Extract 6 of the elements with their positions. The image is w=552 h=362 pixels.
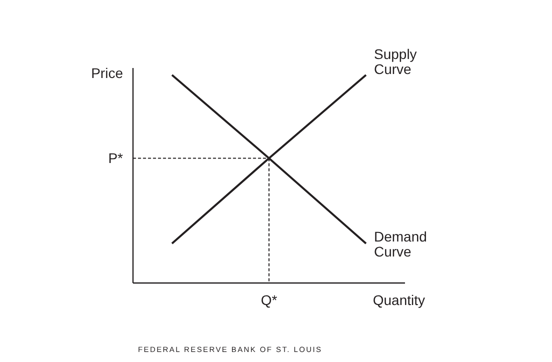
series-label: Supply Curve xyxy=(374,46,417,77)
x-axis-title: Quantity xyxy=(372,292,425,308)
y-axis-title: Price xyxy=(91,65,124,81)
series-label: Demand Curve xyxy=(374,228,427,260)
text: Q* xyxy=(260,292,278,308)
ref-line-label: P* xyxy=(108,150,124,166)
